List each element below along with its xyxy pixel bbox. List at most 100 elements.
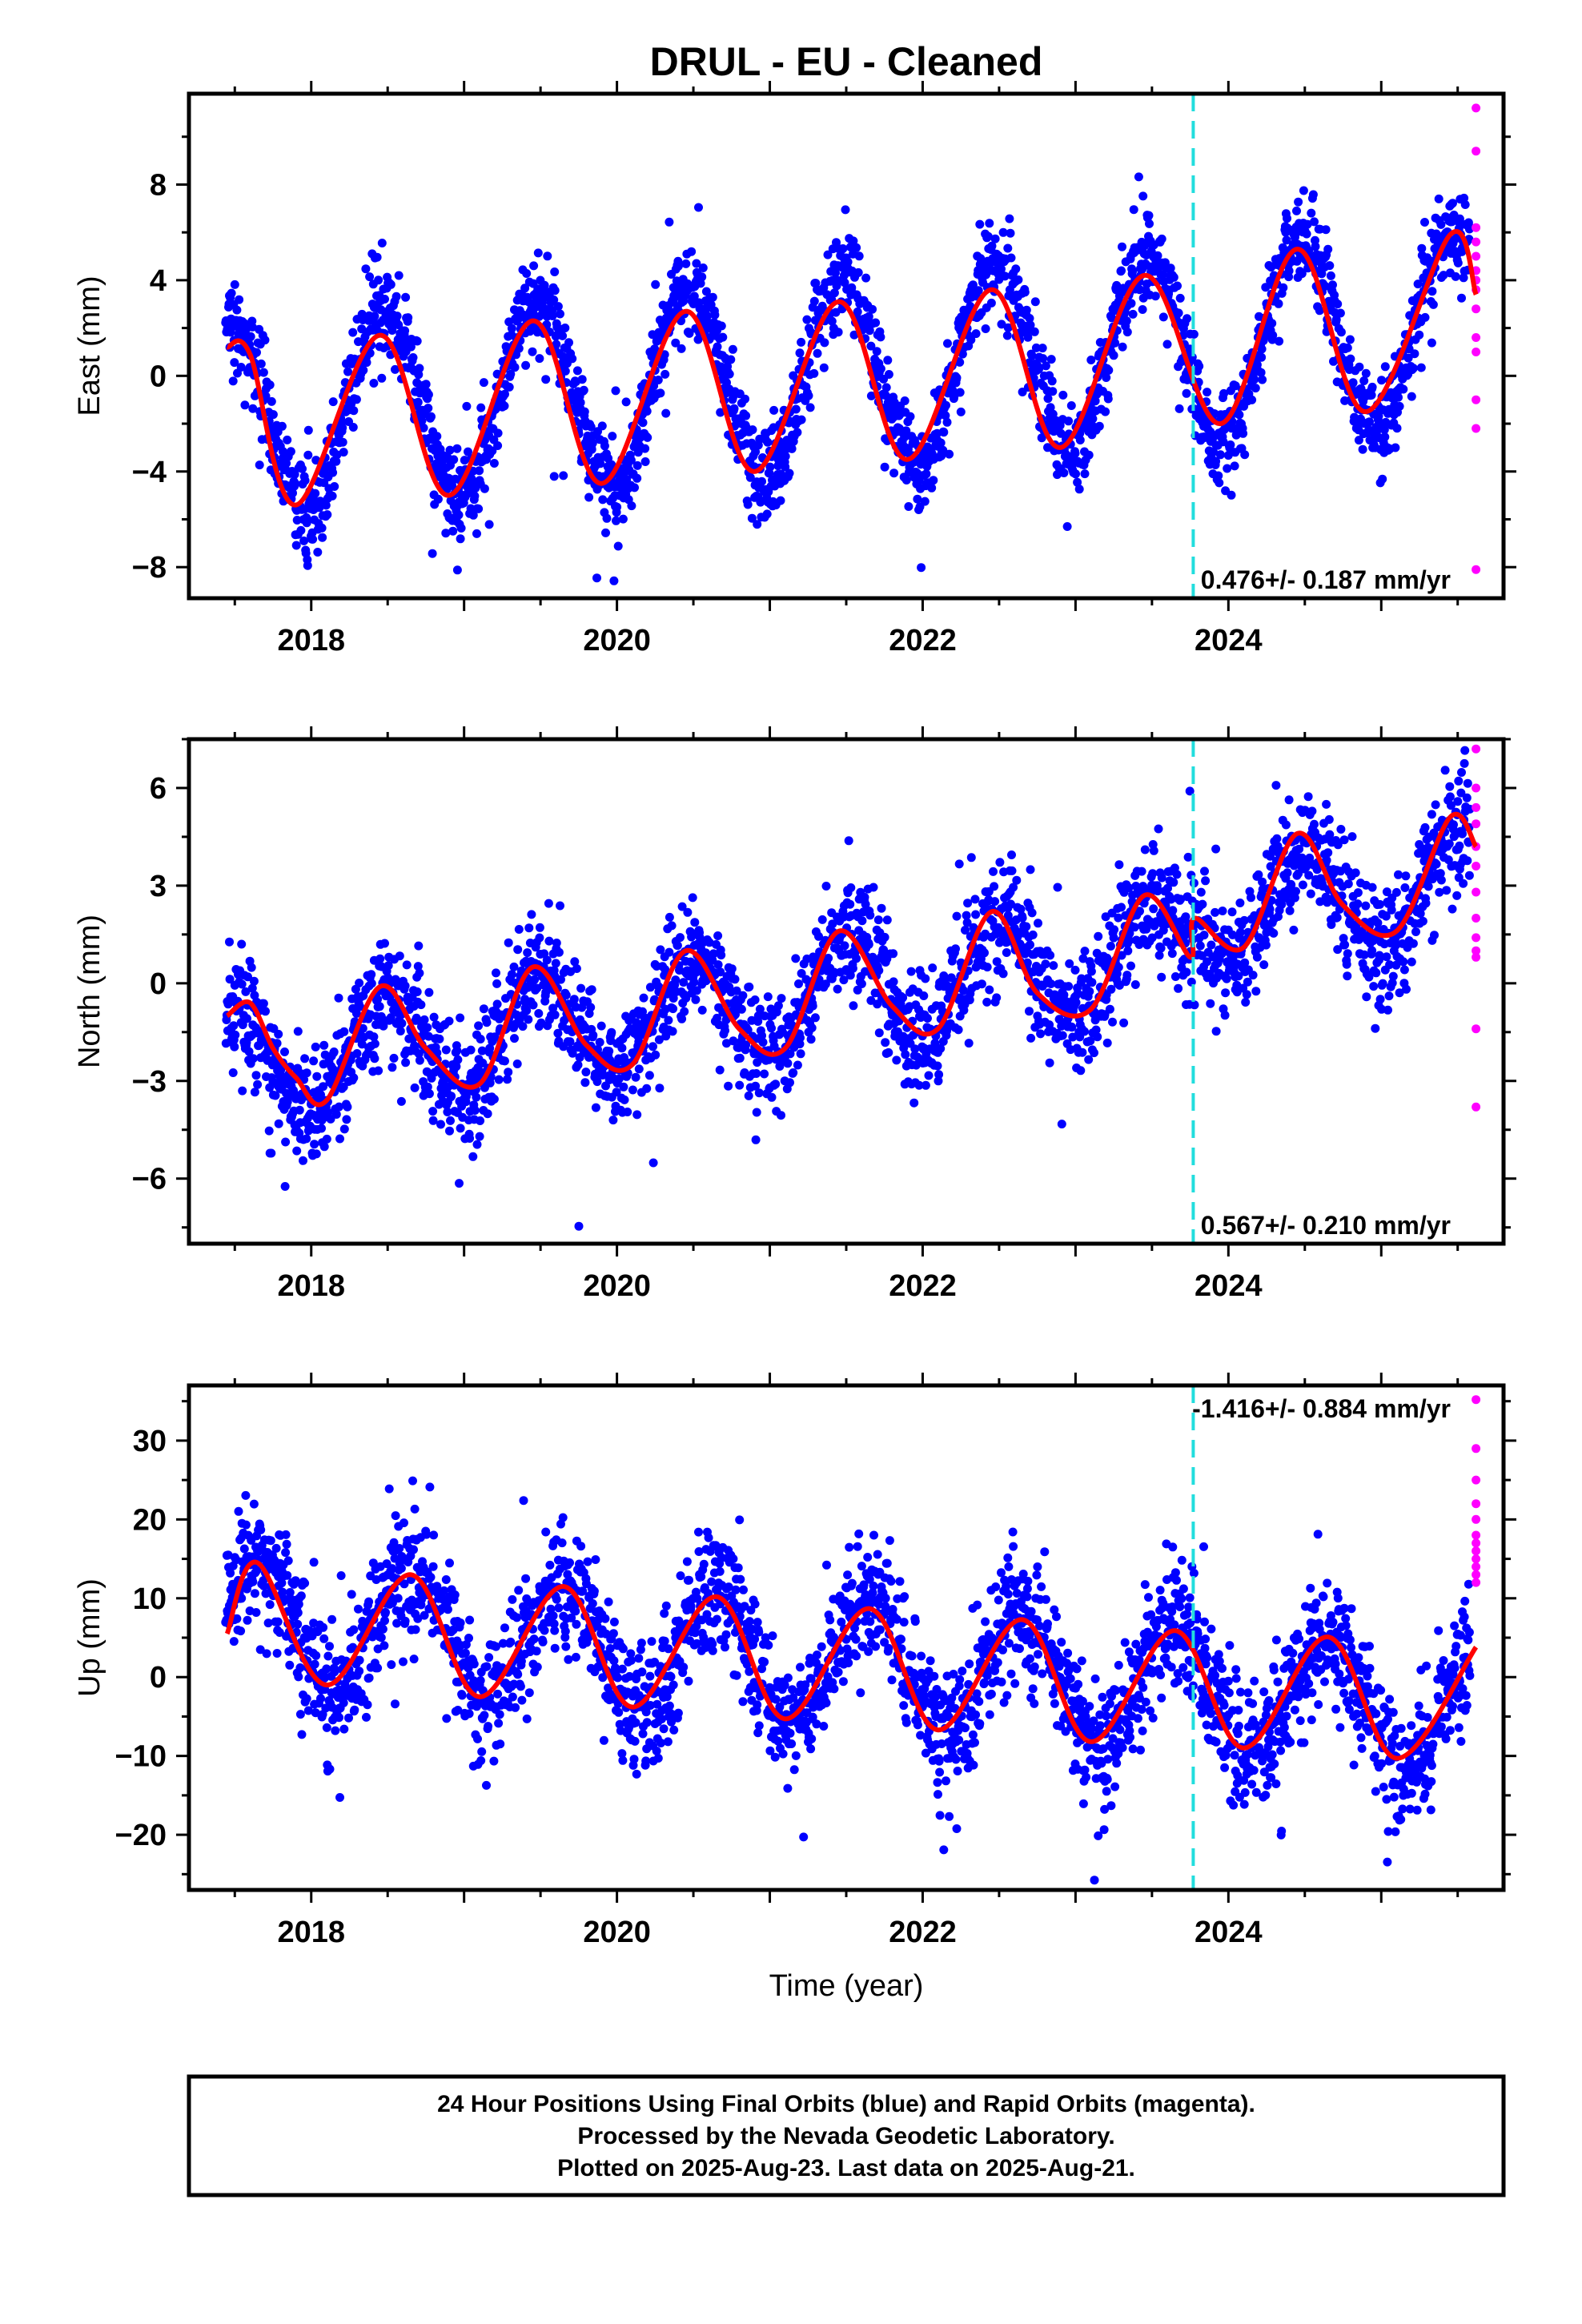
final-orbit-point <box>540 280 549 290</box>
final-orbit-point <box>1145 219 1154 228</box>
final-orbit-point <box>848 963 857 973</box>
final-orbit-point <box>1086 356 1096 364</box>
final-orbit-point <box>776 496 785 505</box>
final-orbit-point <box>713 931 723 940</box>
final-orbit-point <box>277 421 287 431</box>
final-orbit-point <box>351 395 361 404</box>
final-orbit-point <box>687 247 697 256</box>
final-orbit-point <box>1277 900 1287 909</box>
final-orbit-point <box>1247 395 1257 404</box>
final-orbit-point <box>468 510 478 520</box>
east-model-fit-line <box>226 229 1479 508</box>
final-orbit-point <box>283 1093 293 1103</box>
final-orbit-point <box>688 893 697 903</box>
final-orbit-point <box>248 404 258 413</box>
final-orbit-point <box>550 286 560 296</box>
final-orbit-point <box>500 1056 509 1066</box>
final-orbit-point <box>268 410 278 420</box>
final-orbit-point <box>321 501 331 510</box>
final-orbit-point <box>466 504 476 513</box>
final-orbit-point <box>474 1021 484 1031</box>
final-orbit-point <box>671 338 681 348</box>
final-orbit-point <box>777 469 785 479</box>
final-orbit-point <box>1122 971 1132 980</box>
final-orbit-point <box>1027 908 1037 918</box>
final-orbit-point <box>533 248 543 258</box>
final-orbit-point <box>640 457 650 466</box>
final-orbit-point <box>741 1040 751 1050</box>
final-orbit-point <box>1007 850 1016 859</box>
final-orbit-point <box>1394 392 1403 402</box>
final-orbit-point <box>1026 940 1034 950</box>
final-orbit-point <box>748 425 757 435</box>
final-orbit-point <box>626 456 636 465</box>
x-tick-label: 2020 <box>583 624 651 657</box>
final-orbit-point <box>1198 899 1207 909</box>
final-orbit-point <box>480 484 489 493</box>
x-tick-label: 2024 <box>1195 624 1263 657</box>
final-orbit-point <box>680 1007 689 1016</box>
final-orbit-point <box>689 977 699 987</box>
final-orbit-point <box>460 456 469 465</box>
final-orbit-point <box>1285 906 1295 915</box>
final-orbit-point <box>638 1007 647 1016</box>
final-orbit-point <box>1281 820 1291 830</box>
final-orbit-point <box>1321 225 1331 235</box>
final-orbit-point <box>1114 913 1123 923</box>
final-orbit-point <box>1451 271 1460 281</box>
final-orbit-point <box>829 967 839 977</box>
final-orbit-point <box>998 227 1008 237</box>
final-orbit-point <box>596 459 605 468</box>
final-orbit-point <box>884 370 893 379</box>
final-orbit-point <box>738 991 748 1000</box>
final-orbit-point <box>444 1016 454 1026</box>
final-orbit-point <box>369 1032 379 1042</box>
final-orbit-point <box>1009 883 1018 892</box>
final-orbit-point <box>1022 922 1031 931</box>
final-orbit-point <box>1261 940 1271 950</box>
final-orbit-point <box>665 217 674 227</box>
final-orbit-point <box>664 1015 673 1025</box>
final-orbit-point <box>841 205 850 215</box>
final-orbit-point <box>504 1068 513 1077</box>
final-orbit-point <box>1046 951 1055 960</box>
final-orbit-point <box>857 916 867 926</box>
final-orbit-point <box>1307 208 1316 218</box>
final-orbit-point <box>1211 844 1221 854</box>
final-orbit-point <box>990 234 1000 243</box>
final-orbit-point <box>958 349 967 359</box>
final-orbit-point <box>482 1018 492 1027</box>
final-orbit-point <box>901 1050 910 1059</box>
final-orbit-point <box>332 450 342 460</box>
final-orbit-point <box>892 1055 901 1065</box>
final-orbit-point <box>917 563 926 573</box>
final-orbit-point <box>612 516 620 525</box>
final-orbit-point <box>237 979 247 989</box>
final-orbit-point <box>809 296 819 306</box>
final-orbit-point <box>485 1043 495 1053</box>
final-orbit-point <box>243 1014 251 1023</box>
final-orbit-point <box>954 859 964 869</box>
final-orbit-point <box>400 326 410 336</box>
final-orbit-point <box>1336 328 1346 337</box>
final-orbit-point <box>1453 258 1463 267</box>
final-orbit-point <box>261 392 271 401</box>
final-orbit-point <box>971 329 981 339</box>
final-orbit-point <box>1091 1025 1101 1035</box>
final-orbit-point <box>881 391 890 400</box>
final-orbit-point <box>794 979 803 988</box>
final-orbit-point <box>1291 229 1300 239</box>
final-orbit-point <box>655 1084 665 1093</box>
final-orbit-point <box>844 836 853 846</box>
final-orbit-point <box>1003 243 1013 253</box>
final-orbit-point <box>1231 381 1240 391</box>
final-orbit-point <box>1059 468 1069 477</box>
final-orbit-point <box>1071 469 1080 479</box>
final-orbit-point <box>246 332 255 341</box>
final-orbit-point <box>553 1028 563 1038</box>
final-orbit-point <box>470 491 480 501</box>
final-orbit-point <box>358 1023 367 1033</box>
final-orbit-point <box>512 1059 522 1068</box>
final-orbit-point <box>580 1078 590 1088</box>
final-orbit-point <box>1391 443 1400 452</box>
